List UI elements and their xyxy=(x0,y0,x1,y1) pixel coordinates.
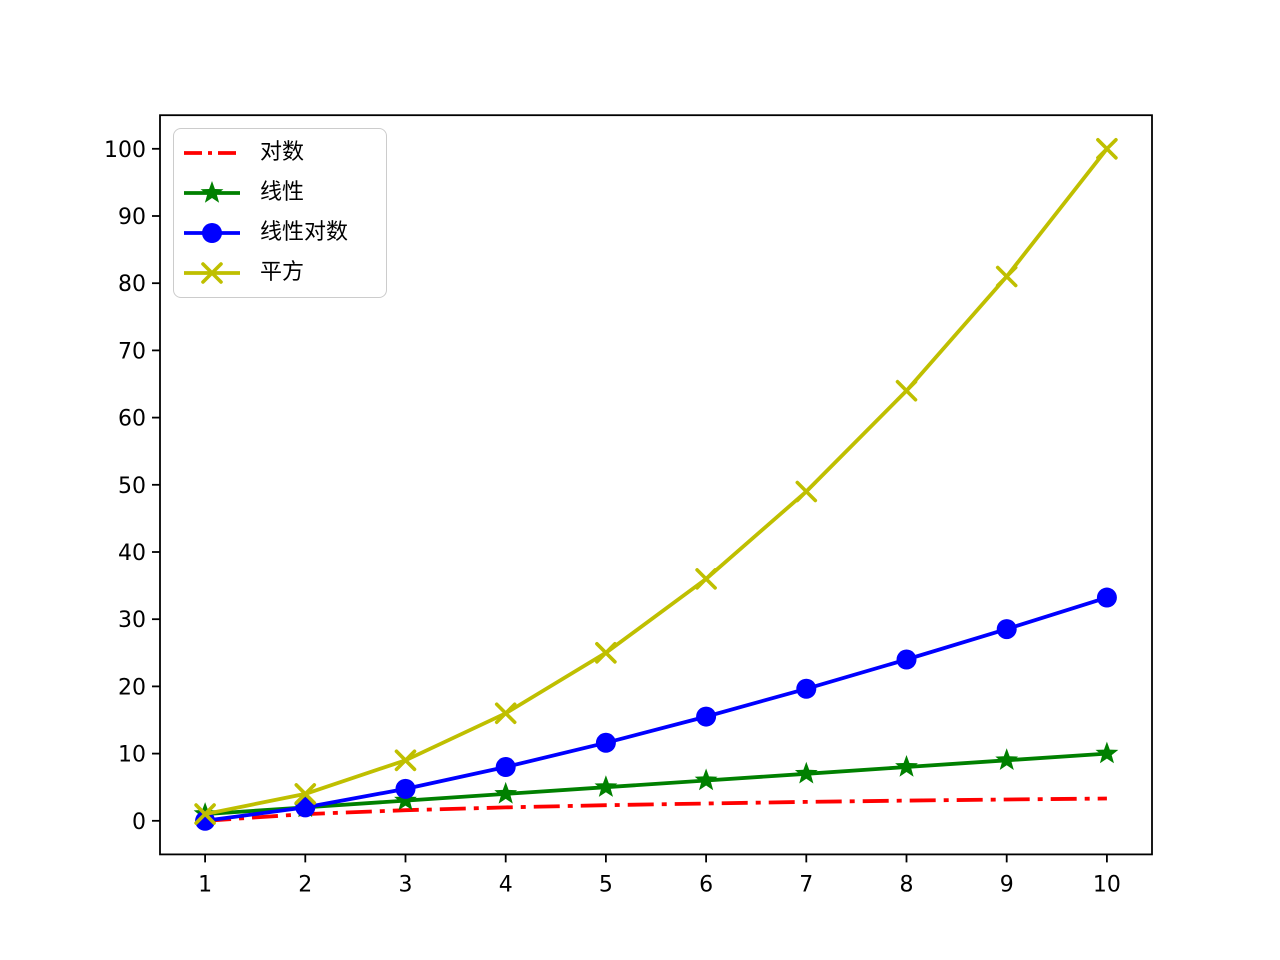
marker-star xyxy=(1095,741,1119,764)
x-tick-label: 6 xyxy=(699,872,713,897)
legend-label-log: 对数 xyxy=(260,140,305,165)
marker-x xyxy=(494,702,517,725)
marker-star xyxy=(995,748,1019,770)
y-tick-label: 70 xyxy=(118,339,146,364)
marker-star xyxy=(494,781,518,804)
marker-x xyxy=(995,265,1018,288)
marker-x xyxy=(1096,138,1118,160)
marker-circle xyxy=(395,778,416,799)
marker-circle xyxy=(1096,587,1117,608)
marker-circle xyxy=(595,732,616,753)
legend: 对数 线性 线性对数 平方 xyxy=(173,128,387,298)
marker-star xyxy=(694,768,718,791)
marker-x xyxy=(795,480,818,503)
legend-item-linear: 线性 xyxy=(182,173,378,213)
marker-circle xyxy=(202,223,222,243)
x-tick-label: 8 xyxy=(900,872,914,897)
marker-star xyxy=(895,755,918,777)
marker-x xyxy=(595,642,617,664)
y-tick-label: 60 xyxy=(118,407,146,432)
x-tick-label: 4 xyxy=(499,872,513,897)
marker-circle xyxy=(896,649,917,670)
marker-circle xyxy=(696,706,717,727)
x-tick-label: 9 xyxy=(1000,872,1014,897)
y-tick-label: 20 xyxy=(118,675,146,700)
y-tick-label: 40 xyxy=(118,541,146,566)
marker-x xyxy=(294,783,317,805)
marker-circle xyxy=(195,810,216,831)
legend-sample-circle-line xyxy=(184,223,240,243)
marker-x xyxy=(895,379,918,402)
x-tick-label: 10 xyxy=(1093,872,1121,897)
marker-star xyxy=(594,775,618,797)
marker-star xyxy=(794,761,818,784)
marker-circle xyxy=(996,619,1017,640)
series-line-0 xyxy=(204,796,1107,823)
legend-sample-x-line xyxy=(184,262,240,284)
marker-x xyxy=(194,803,216,825)
y-tick-label: 80 xyxy=(118,272,146,297)
marker-circle xyxy=(495,757,516,778)
x-tick-label: 7 xyxy=(799,872,813,897)
series-line-2 xyxy=(204,595,1108,823)
y-tick-label: 0 xyxy=(132,810,146,835)
y-tick-label: 30 xyxy=(118,608,146,633)
marker-x xyxy=(201,262,223,284)
marker-x xyxy=(695,568,717,590)
legend-sample-star-line xyxy=(184,181,240,203)
y-tick-label: 90 xyxy=(118,205,146,230)
y-tick-label: 100 xyxy=(104,138,146,163)
legend-label-nlogn: 线性对数 xyxy=(260,220,349,245)
legend-sample-dashdot-line xyxy=(184,151,240,155)
marker-x xyxy=(394,749,417,772)
axes-frame xyxy=(159,114,1153,856)
legend-label-linear: 线性 xyxy=(260,180,305,205)
marker-circle xyxy=(295,797,316,818)
series-line-1 xyxy=(204,751,1108,816)
x-tick-label: 5 xyxy=(599,872,613,897)
marker-circle xyxy=(796,678,817,699)
legend-item-log: 对数 xyxy=(182,133,378,173)
x-tick-label: 2 xyxy=(298,872,312,897)
x-tick-label: 1 xyxy=(198,872,212,897)
marker-star xyxy=(394,788,417,811)
legend-label-square: 平方 xyxy=(260,260,305,285)
marker-star xyxy=(200,181,224,203)
series-line-3 xyxy=(204,147,1109,816)
legend-item-square: 平方 xyxy=(182,253,378,293)
y-tick-label: 50 xyxy=(118,474,146,499)
legend-item-nlogn: 线性对数 xyxy=(182,213,378,253)
x-tick-label: 3 xyxy=(398,872,412,897)
y-tick-label: 10 xyxy=(118,743,146,768)
